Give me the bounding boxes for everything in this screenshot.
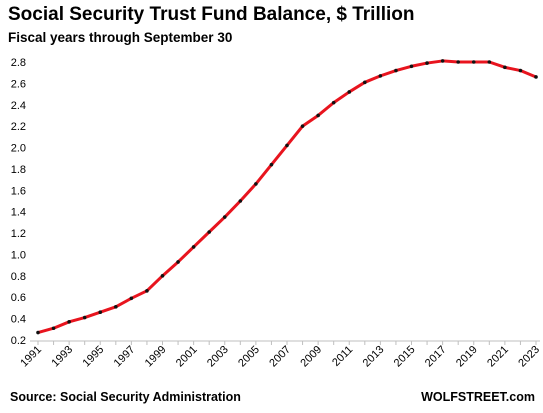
source-note: Source: Social Security Administration [10, 390, 241, 404]
data-point [503, 65, 507, 70]
plot-area [36, 59, 538, 335]
data-point [456, 60, 460, 64]
x-tick-label: 1995 [81, 344, 107, 370]
y-tick-label: 1.0 [11, 249, 26, 261]
x-tick-label: 2007 [267, 344, 293, 370]
data-point [285, 143, 289, 148]
y-tick-label: 1.2 [11, 228, 26, 240]
data-point [207, 230, 211, 234]
y-tick-label: 2.0 [11, 143, 26, 155]
data-point [487, 60, 492, 64]
data-point [191, 245, 196, 249]
data-point [114, 305, 118, 309]
data-point [300, 124, 305, 128]
x-tick-label: 1993 [49, 344, 75, 370]
y-tick-label: 1.4 [11, 207, 26, 219]
x-tick-label: 2003 [205, 344, 231, 370]
x-tick-label: 2023 [516, 344, 542, 370]
y-tick-label: 2.8 [11, 57, 26, 69]
data-point [98, 310, 103, 315]
data-point [160, 274, 165, 278]
data-point [316, 113, 320, 118]
x-tick-label: 2019 [454, 344, 480, 370]
chart-title: Social Security Trust Fund Balance, $ Tr… [8, 4, 415, 25]
y-tick-label: 0.2 [11, 335, 26, 347]
data-point [378, 74, 383, 78]
data-point [67, 320, 71, 324]
x-tick-label: 2011 [330, 344, 355, 369]
data-point [534, 75, 538, 79]
data-point [222, 215, 227, 219]
data-point [440, 59, 445, 63]
x-tick-label: 2013 [361, 344, 387, 370]
chart-subtitle: Fiscal years through September 30 [8, 30, 233, 45]
y-tick-label: 2.6 [11, 78, 26, 90]
brand-logo: WOLFSTREET.com [421, 390, 535, 404]
data-point [176, 260, 180, 264]
y-tick-label: 2.4 [11, 100, 26, 112]
series-line [36, 59, 538, 335]
data-point [238, 199, 243, 203]
x-tick-label: 1991 [18, 344, 44, 370]
x-tick-label: 1997 [112, 344, 138, 370]
data-point [518, 68, 523, 73]
x-tick-label: 2021 [485, 344, 511, 370]
x-tick-label: 2017 [423, 344, 449, 370]
y-tick-label: 1.8 [11, 164, 26, 176]
x-tick-label: 2005 [236, 344, 262, 370]
x-tick-label: 2009 [298, 344, 324, 370]
data-point [425, 61, 429, 65]
data-point [347, 90, 352, 94]
x-tick-label: 2015 [392, 344, 418, 370]
data-point [363, 80, 367, 85]
y-axis: 0.2 0.4 0.6 0.8 1.0 1.2 1.4 1.6 1.8 2.0 2.2 2.4 2.6 2… [11, 57, 26, 347]
y-tick-label: 0.4 [11, 314, 26, 326]
data-point [129, 296, 134, 301]
data-point [254, 182, 258, 186]
data-point [82, 315, 87, 320]
data-point [51, 326, 56, 331]
y-tick-label: 0.6 [11, 292, 26, 304]
data-point [36, 330, 40, 335]
data-point [409, 64, 414, 69]
data-point [269, 162, 274, 167]
y-tick-label: 2.2 [11, 121, 26, 133]
y-tick-label: 0.8 [11, 271, 26, 283]
x-tick-label: 1999 [143, 344, 169, 370]
x-tick-label: 2001 [174, 344, 200, 370]
y-tick-label: 1.6 [11, 185, 26, 197]
x-axis: 1991 1993 1995 1997 1999 2001 2003 2005 2007 2009… [18, 340, 542, 370]
data-point [145, 289, 149, 293]
data-point [394, 68, 398, 73]
data-point [471, 60, 476, 64]
data-point [331, 100, 336, 105]
